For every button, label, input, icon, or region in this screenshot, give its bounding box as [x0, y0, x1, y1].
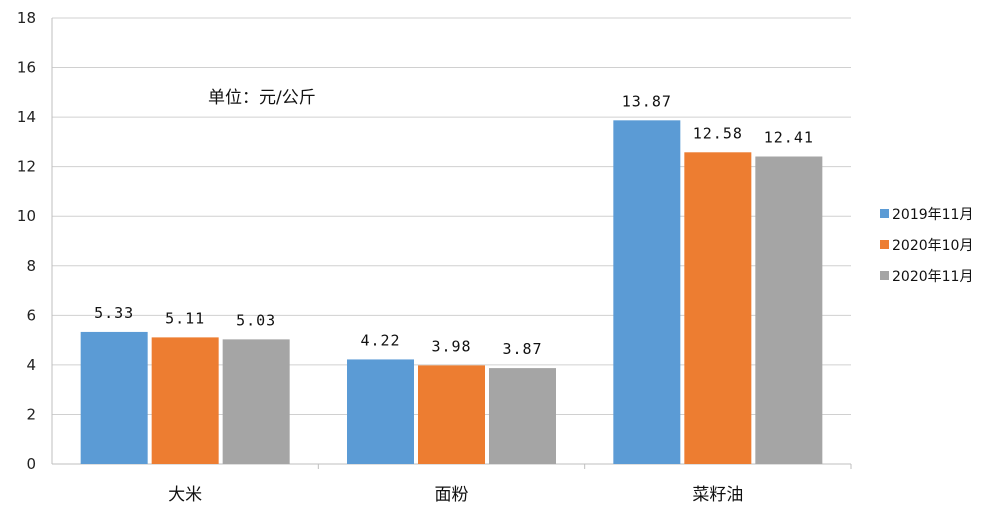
y-tick-label: 14 — [17, 108, 36, 126]
legend-swatch — [880, 209, 889, 218]
legend-swatch — [880, 240, 889, 249]
data-labels: 5.33 5.11 5.03 4.22 3.98 3.87 13.87 12.58 12.41 — [94, 92, 814, 358]
bar — [613, 120, 681, 465]
bars — [80, 120, 823, 465]
x-category-label: 面粉 — [435, 485, 469, 505]
bar — [80, 331, 148, 464]
data-label: 3.87 — [502, 340, 542, 358]
data-label: 12.41 — [764, 129, 814, 147]
legend-label: 2020年10月 — [892, 238, 973, 254]
x-axis: 大米 面粉 菜籽油 — [168, 464, 852, 505]
data-label: 5.03 — [236, 311, 276, 329]
bar — [347, 359, 414, 464]
y-tick-label: 0 — [26, 455, 36, 473]
bar — [755, 156, 823, 464]
y-tick-label: 16 — [17, 59, 36, 77]
y-tick-label: 18 — [17, 9, 36, 27]
y-tick-label: 10 — [17, 207, 36, 225]
bar — [684, 152, 752, 464]
unit-note: 单位：元/公斤 — [208, 88, 316, 108]
y-tick-label: 12 — [17, 158, 36, 176]
data-label: 5.11 — [165, 309, 205, 327]
x-category-label: 大米 — [168, 485, 202, 505]
data-label: 4.22 — [360, 331, 400, 349]
y-tick-label: 2 — [26, 405, 36, 423]
legend-label: 2019年11月 — [892, 207, 973, 223]
legend: 2019年11月 2020年10月 2020年11月 — [880, 207, 973, 285]
data-label: 3.98 — [431, 337, 471, 355]
data-label: 5.33 — [94, 304, 134, 322]
bar — [418, 365, 485, 464]
x-category-label: 菜籽油 — [692, 485, 743, 505]
bar — [489, 368, 556, 464]
y-tick-label: 4 — [26, 356, 36, 374]
bar — [151, 337, 219, 464]
y-axis: 0 2 4 6 8 10 12 14 16 18 — [17, 9, 53, 473]
data-label: 13.87 — [622, 92, 672, 110]
y-tick-label: 8 — [26, 257, 36, 275]
legend-swatch — [880, 271, 889, 280]
data-label: 12.58 — [693, 124, 743, 142]
legend-label: 2020年11月 — [892, 269, 973, 285]
y-tick-label: 6 — [26, 306, 36, 324]
bar — [222, 339, 290, 464]
